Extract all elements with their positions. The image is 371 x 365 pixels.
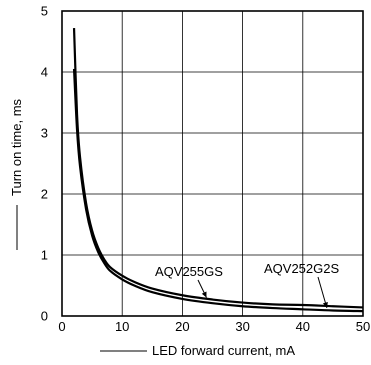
y-tick-label: 0: [41, 309, 48, 324]
annotations: AQV255GS AQV252G2S: [155, 261, 339, 309]
y-tick-labels: 0 1 2 3 4 5: [41, 4, 48, 324]
plot-frame: [61, 10, 364, 317]
y-tick-label: 5: [41, 4, 48, 19]
annotation-arrowhead: [201, 291, 207, 298]
grid: [62, 11, 363, 316]
series-line-aqv252g2s: [72, 68, 364, 313]
x-tick-label: 10: [115, 319, 129, 334]
x-tick-labels: 0 10 20 30 40 50: [58, 319, 370, 334]
x-tick-label: 30: [235, 319, 249, 334]
x-tick-label: 20: [175, 319, 189, 334]
x-tick-label: 40: [296, 319, 310, 334]
annotation-arrowhead: [322, 301, 328, 308]
x-axis-label: LED forward current, mA: [152, 343, 295, 358]
annotation-label: AQV252G2S: [264, 261, 339, 276]
annotation-label: AQV255GS: [155, 264, 223, 279]
y-tick-label: 4: [41, 65, 48, 80]
x-tick-label: 50: [356, 319, 370, 334]
y-tick-label: 3: [41, 126, 48, 141]
series-layer: [72, 28, 364, 313]
y-axis-label: Turn on time, ms: [9, 98, 24, 196]
x-tick-label: 0: [58, 319, 65, 334]
y-tick-label: 2: [41, 187, 48, 202]
y-tick-label: 1: [41, 248, 48, 263]
